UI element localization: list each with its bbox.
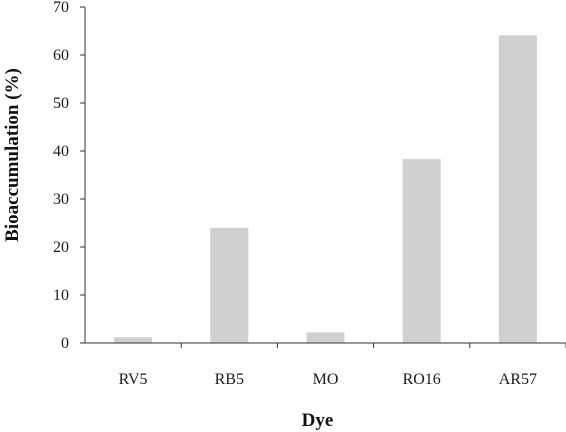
x-axis-title: Dye xyxy=(302,410,334,431)
x-tick-label: AR57 xyxy=(499,371,537,388)
bar-mo xyxy=(306,332,345,343)
y-tick-label: 0 xyxy=(61,335,69,352)
y-tick-label: 40 xyxy=(53,143,69,160)
y-tick-label: 60 xyxy=(53,47,69,64)
x-tick-label: RO16 xyxy=(403,371,441,388)
y-tick-label: 20 xyxy=(53,239,69,256)
bar-rv5 xyxy=(114,337,153,343)
bar-ar57 xyxy=(498,35,537,343)
y-axis-ticks: 0 10 20 30 40 50 60 70 xyxy=(53,0,85,352)
x-axis-ticks: RV5 RB5 MO RO16 AR57 xyxy=(119,343,566,388)
y-tick-label: 30 xyxy=(53,191,69,208)
y-tick-label: 50 xyxy=(53,95,69,112)
x-tick-label: MO xyxy=(313,371,339,388)
bar-rb5 xyxy=(210,227,249,343)
bars-group xyxy=(114,35,537,343)
y-tick-label: 10 xyxy=(53,287,69,304)
y-tick-label: 70 xyxy=(53,0,69,16)
x-tick-label: RB5 xyxy=(215,371,244,388)
bar-ro16 xyxy=(402,159,441,343)
x-tick-label: RV5 xyxy=(119,371,148,388)
y-axis-title: Bioaccumulation (%) xyxy=(2,68,23,242)
